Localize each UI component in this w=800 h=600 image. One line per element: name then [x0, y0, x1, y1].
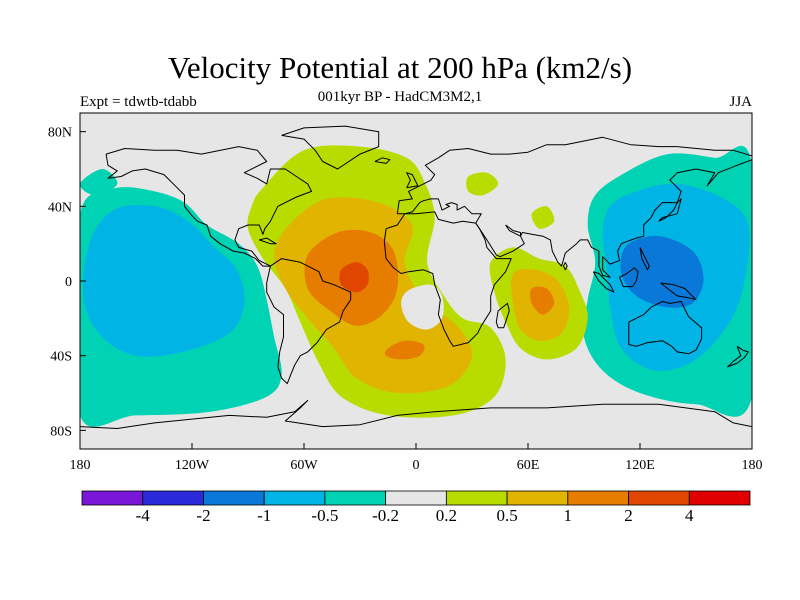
- colorbar-swatch: [385, 490, 447, 506]
- x-tick-label: 60E: [517, 458, 540, 473]
- coastline-africa: [383, 211, 512, 347]
- coastline-new-guinea: [660, 282, 697, 301]
- x-tick-label: 180: [742, 458, 763, 473]
- colorbar-label: -4: [135, 506, 150, 525]
- colorbar-label: 0.5: [496, 506, 518, 525]
- colorbar-label: 4: [685, 506, 694, 525]
- coastline-sumatra: [592, 271, 615, 293]
- contour-fill-layer: [80, 145, 752, 427]
- contour-region-east-pacific-blue: [82, 205, 245, 357]
- y-tick-label: 40S: [50, 350, 72, 365]
- contour-region-indian-dark-orange: [530, 286, 555, 315]
- season-label: JJA: [729, 94, 752, 110]
- coastline-australia: [628, 301, 703, 355]
- axis-ticks: 180 120W 60W 0 60E 120E 180 80N 40N 0 40S 80S: [48, 126, 763, 473]
- coastline-cuba: [259, 237, 277, 245]
- coastline-antarctica: [80, 400, 752, 429]
- coastline-british-isles: [406, 172, 419, 189]
- colorbar-label: 1: [563, 506, 573, 525]
- coastline-layer: [80, 125, 752, 429]
- coastline-north-america: [105, 146, 312, 267]
- contour-region-africa-grey-hole-north: [445, 251, 477, 278]
- coastline-sri-lanka: [563, 262, 568, 271]
- coastline-japan: [658, 198, 682, 222]
- x-tick-label: 60W: [290, 458, 318, 473]
- coastline-arabia-gulf: [505, 224, 521, 237]
- colorbar-label: 2: [624, 506, 633, 525]
- coastline-madagascar: [495, 302, 510, 329]
- coastline-philippines: [639, 247, 650, 271]
- contour-region-africa-grey-hole: [401, 284, 444, 330]
- coastline-iceland: [374, 157, 391, 164]
- coastline-borneo: [619, 267, 639, 288]
- contour-region-south-atlantic-dark-orange: [384, 340, 425, 360]
- contour-region-europe-green: [466, 172, 499, 196]
- coastline-new-zealand: [727, 345, 749, 368]
- y-tick-label: 0: [65, 275, 72, 290]
- contour-region-arctic-pacific-cyan: [80, 169, 118, 196]
- x-tick-label: 120E: [625, 458, 655, 473]
- contour-region-amazon-red: [339, 262, 369, 293]
- colorbar-swatch: [142, 490, 204, 506]
- page-title: Velocity Potential at 200 hPa (km2/s): [167, 50, 633, 85]
- y-tick-label: 80S: [50, 424, 72, 439]
- y-tick-label: 80N: [48, 126, 72, 141]
- colorbar-label: -1: [257, 506, 272, 525]
- coastline-south-america: [266, 258, 352, 385]
- x-tick-label: 0: [413, 458, 420, 473]
- colorbar-swatch: [324, 490, 387, 506]
- page-subtitle: 001kyr BP - HadCM3M2,1: [317, 89, 483, 105]
- colorbar-swatch: [263, 490, 326, 506]
- colorbar-swatch: [445, 490, 508, 506]
- colorbar-label: 0.2: [435, 506, 458, 525]
- x-tick-label: 120W: [175, 458, 210, 473]
- x-tick-label: 180: [70, 458, 91, 473]
- experiment-label: Expt = tdwtb-tdabb: [80, 94, 197, 110]
- colorbar-swatch: [567, 490, 629, 506]
- colorbar-label: -2: [196, 506, 211, 525]
- colorbar: [81, 490, 751, 506]
- colorbar-swatch: [203, 490, 265, 506]
- colorbar-swatch: [506, 490, 569, 506]
- coastline-greenland: [281, 125, 380, 170]
- y-tick-label: 40N: [48, 200, 72, 215]
- colorbar-swatch: [628, 490, 690, 506]
- colorbar-swatch: [81, 490, 144, 506]
- colorbar-label: -0.2: [372, 506, 400, 525]
- coastline-europe-asia: [396, 136, 752, 278]
- contour-region-north-asia-green: [531, 206, 555, 229]
- colorbar-swatch: [688, 490, 751, 506]
- colorbar-label: -0.5: [311, 506, 339, 525]
